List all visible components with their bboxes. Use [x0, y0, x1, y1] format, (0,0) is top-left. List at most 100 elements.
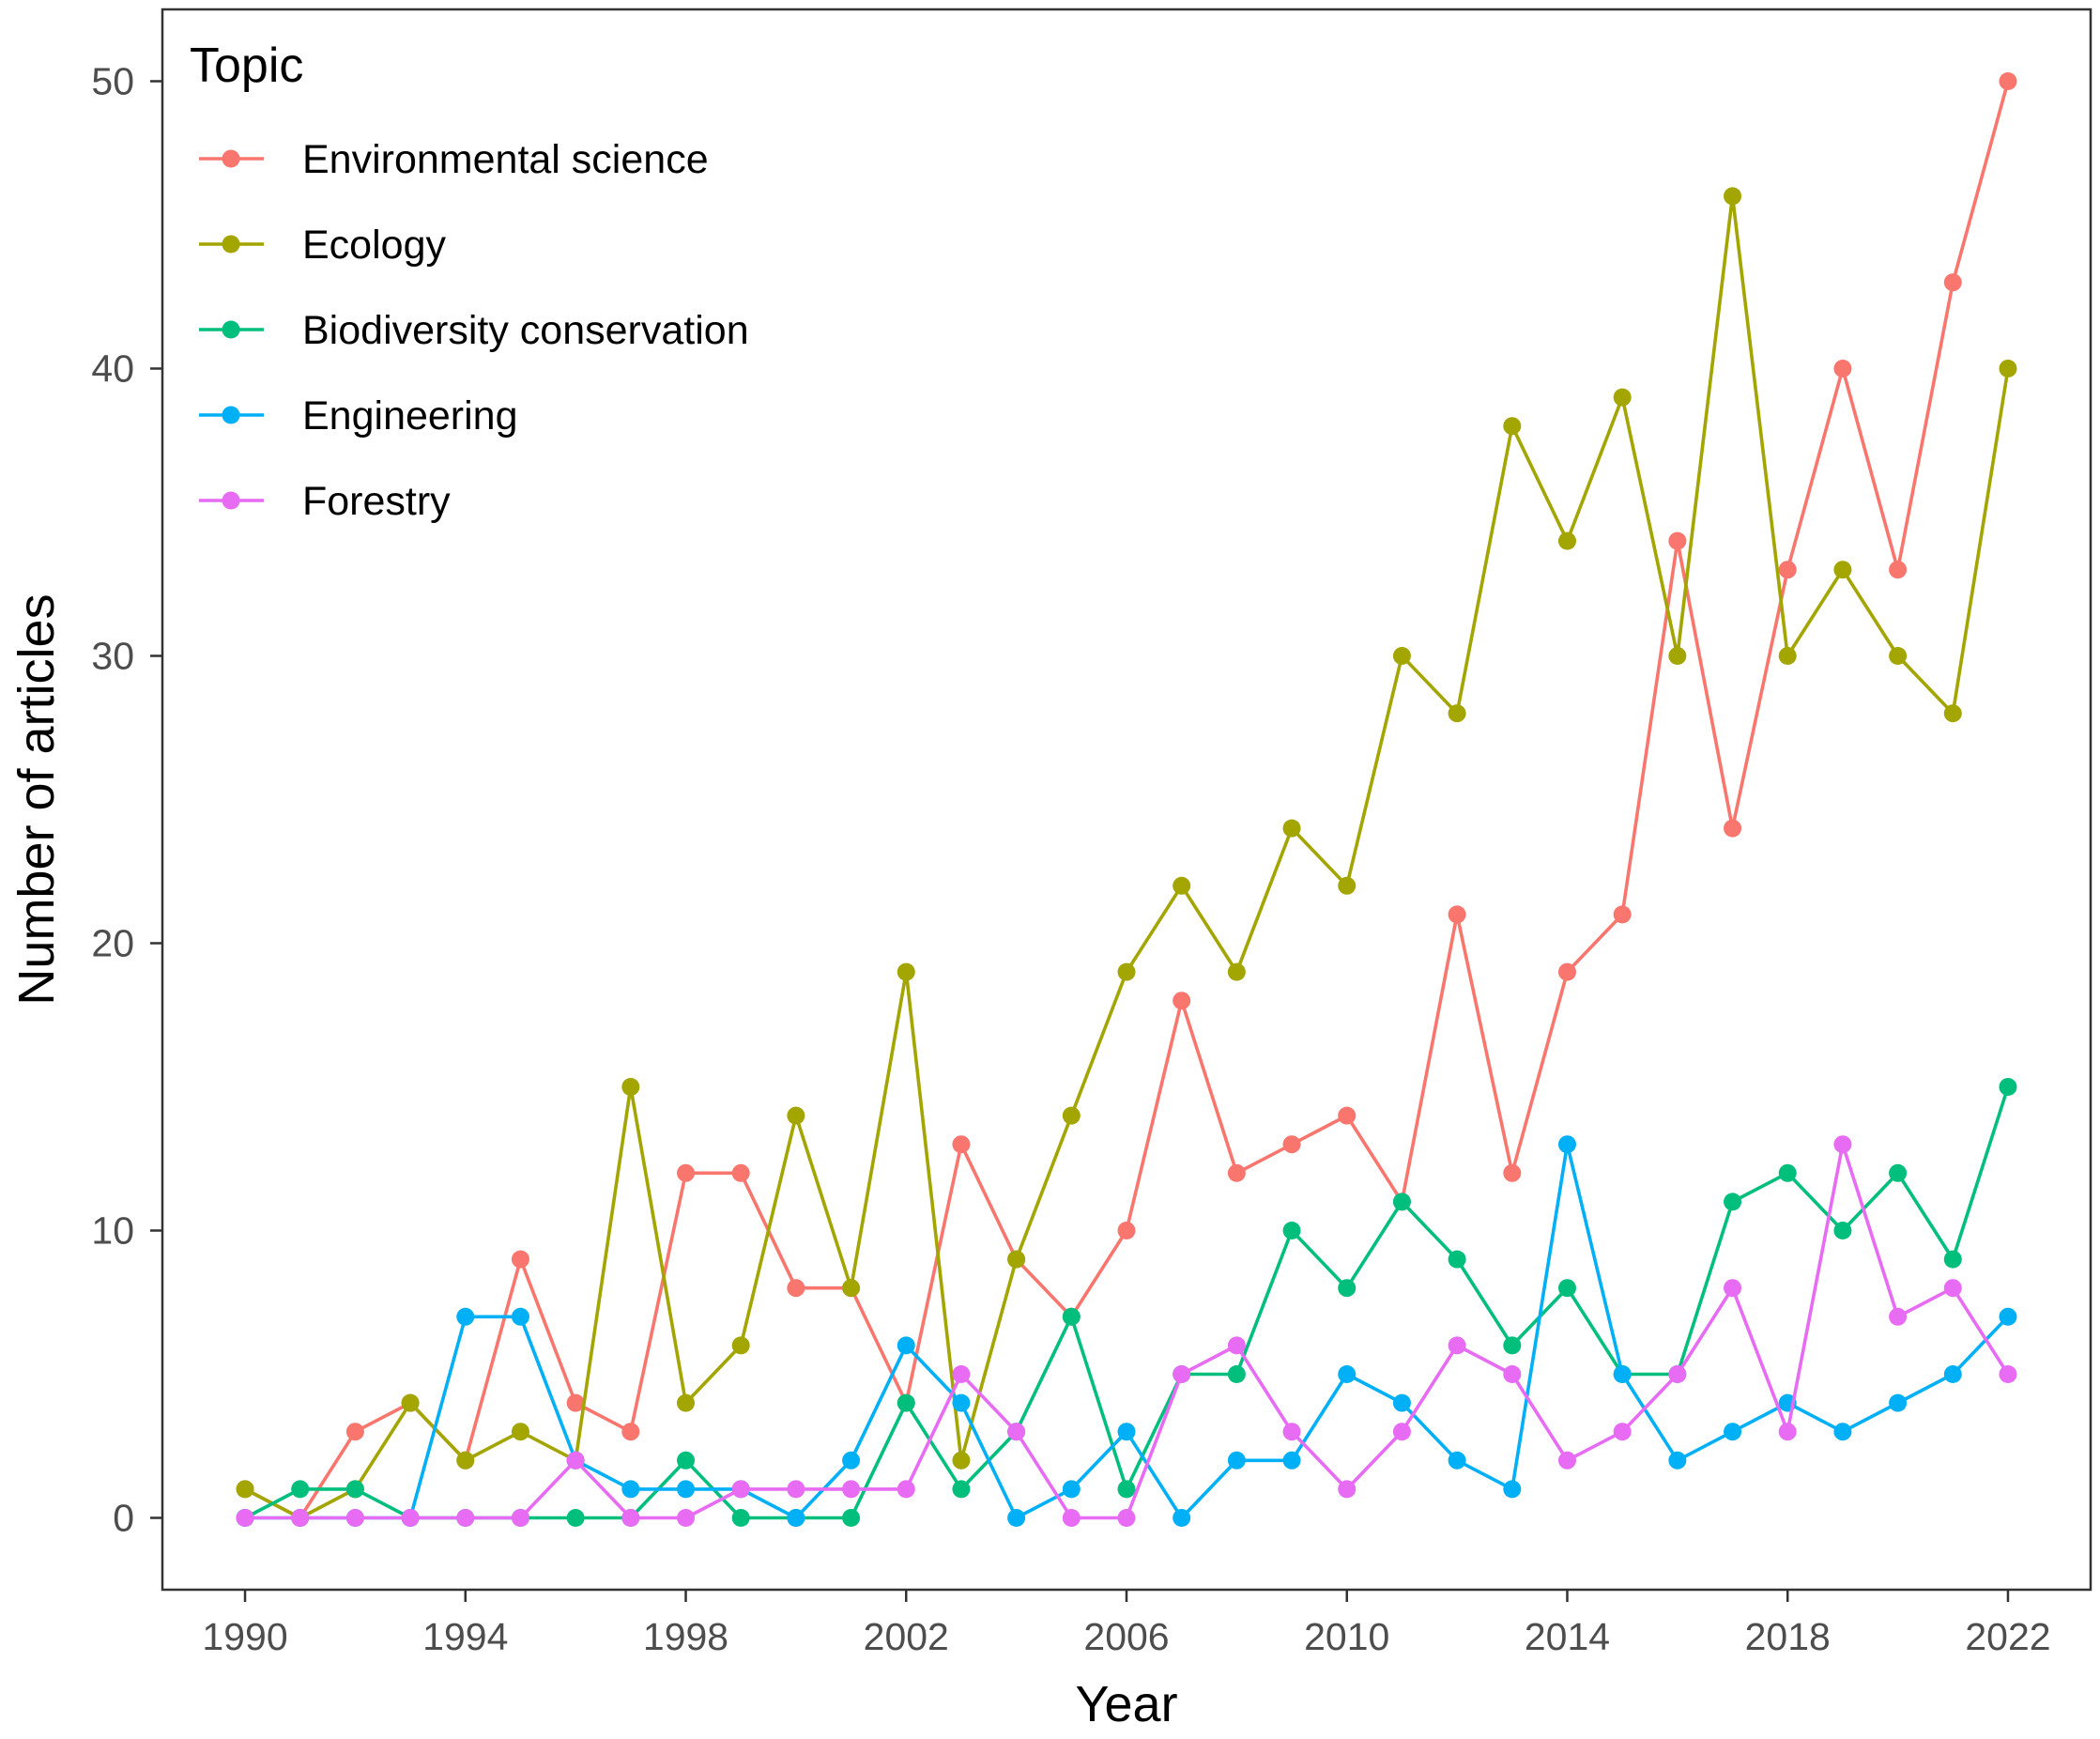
axes-layer: 1990 1994 1998 2002 2006 2010 2014 2018 2022 0 10 2… [91, 60, 2050, 1659]
y-tick-label: 40 [91, 347, 134, 391]
data-point [1338, 1279, 1357, 1298]
data-point [787, 1480, 805, 1499]
data-point [897, 1393, 915, 1412]
x-tick-label: 2022 [1965, 1615, 2050, 1658]
x-axis-title: Year [1075, 1676, 1177, 1732]
data-point [1173, 1509, 1191, 1527]
data-point [1227, 1336, 1246, 1355]
data-point [1889, 1393, 1908, 1412]
x-tick-label: 2002 [864, 1615, 949, 1658]
data-point [897, 1480, 915, 1499]
data-point [1778, 1423, 1797, 1441]
data-point [1778, 561, 1797, 579]
legend-label: Biodiversity conservation [302, 308, 749, 353]
data-point [1833, 1222, 1852, 1239]
data-point [1282, 1222, 1301, 1239]
legend-item: Ecology [199, 223, 446, 268]
data-point [1724, 1279, 1742, 1298]
data-point [1227, 1163, 1246, 1182]
data-point [1668, 647, 1687, 665]
data-point [1007, 1423, 1026, 1441]
data-point [677, 1393, 696, 1412]
data-point [1448, 1250, 1466, 1269]
data-point [291, 1509, 310, 1527]
data-point [1392, 1393, 1411, 1412]
x-tick-label: 2006 [1083, 1615, 1169, 1658]
data-point [1503, 417, 1522, 436]
data-point [456, 1451, 475, 1470]
data-point [621, 1078, 640, 1096]
data-point [1668, 1365, 1687, 1383]
data-point [511, 1423, 529, 1441]
legend-key-point [222, 491, 240, 510]
data-point [1007, 1250, 1026, 1269]
data-point [1503, 1480, 1522, 1499]
data-point [842, 1279, 861, 1298]
data-point [566, 1393, 585, 1412]
legend-key-point [222, 320, 240, 339]
data-point [1062, 1307, 1081, 1326]
data-point [1943, 1250, 1962, 1269]
data-point [621, 1423, 640, 1441]
y-tick-label: 0 [113, 1497, 134, 1540]
y-tick-label: 20 [91, 922, 134, 965]
data-point [952, 1451, 971, 1470]
data-point [236, 1480, 254, 1499]
data-point [345, 1480, 364, 1499]
data-point [952, 1135, 971, 1154]
data-point [842, 1509, 861, 1527]
data-point [1503, 1365, 1522, 1383]
data-point [1227, 962, 1246, 981]
data-point [1392, 1193, 1411, 1211]
data-point [1889, 1163, 1908, 1182]
data-point [1557, 531, 1576, 550]
data-point [1392, 1423, 1411, 1441]
data-point [1724, 819, 1742, 838]
data-point [1227, 1451, 1246, 1470]
data-point [1943, 1279, 1962, 1298]
data-point [677, 1163, 696, 1182]
data-point [1173, 876, 1191, 895]
data-point [1999, 360, 2017, 377]
x-tick-label: 2010 [1304, 1615, 1389, 1658]
data-point [787, 1106, 805, 1125]
data-point [1613, 905, 1632, 924]
data-point [1943, 1365, 1962, 1383]
data-point [621, 1509, 640, 1527]
data-point [1668, 531, 1687, 550]
data-point [1448, 1451, 1466, 1470]
data-point [1724, 1423, 1742, 1441]
data-point [1448, 905, 1466, 924]
data-point [1724, 1193, 1742, 1211]
data-point [677, 1509, 696, 1527]
data-point [1557, 1279, 1576, 1298]
data-point [1999, 1307, 2017, 1326]
data-point [1227, 1365, 1246, 1383]
data-point [456, 1307, 475, 1326]
data-point [1392, 647, 1411, 665]
data-point [401, 1509, 420, 1527]
data-point [1338, 1365, 1357, 1383]
data-point [1833, 1423, 1852, 1441]
legend-key-point [222, 235, 240, 254]
legend-items: Environmental science Ecology Biodiversity… [199, 137, 749, 524]
data-point [1117, 1480, 1136, 1499]
data-point [952, 1480, 971, 1499]
data-point [1338, 1106, 1357, 1125]
data-point [1613, 1365, 1632, 1383]
data-point [1724, 187, 1742, 206]
data-point [952, 1393, 971, 1412]
data-point [1117, 962, 1136, 981]
legend-key-point [222, 406, 240, 424]
data-point [731, 1336, 750, 1355]
data-point [1448, 1336, 1466, 1355]
x-tick-label: 2014 [1525, 1615, 1610, 1658]
data-point [291, 1480, 310, 1499]
data-point [1833, 561, 1852, 579]
data-point [1778, 1163, 1797, 1182]
data-point [236, 1509, 254, 1527]
legend-item: Environmental science [199, 137, 709, 182]
data-point [1833, 360, 1852, 377]
data-point [1613, 1423, 1632, 1441]
